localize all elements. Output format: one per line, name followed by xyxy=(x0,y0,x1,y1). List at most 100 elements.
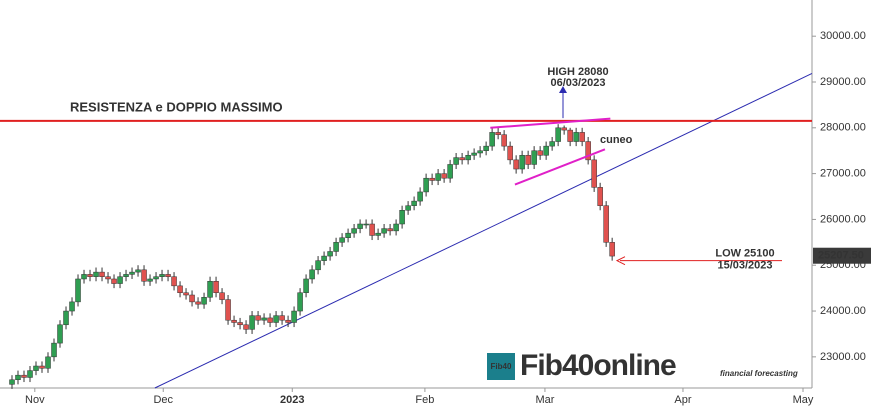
y-tick-label: 28000.00 xyxy=(820,122,866,134)
candle-body xyxy=(243,324,249,330)
candle-body xyxy=(39,365,45,369)
x-tick-label: Mar xyxy=(535,394,554,406)
low-label: LOW 25100 xyxy=(715,248,774,260)
candle-body xyxy=(561,127,567,131)
candle-body xyxy=(225,299,231,321)
candle-body xyxy=(579,132,585,142)
candle-body xyxy=(495,132,501,135)
candle-body xyxy=(183,292,189,296)
candle-body xyxy=(399,210,405,225)
candle-body xyxy=(261,317,267,321)
y-tick-label: 24000.00 xyxy=(820,305,866,317)
x-tick-label: Feb xyxy=(415,394,434,406)
candle-body xyxy=(117,276,123,284)
candle-body xyxy=(177,285,183,293)
high-arrow-head xyxy=(559,86,567,93)
low-date: 15/03/2023 xyxy=(717,260,772,272)
candle-body xyxy=(549,141,555,147)
candle-body xyxy=(189,294,195,303)
y-tick-label: 29000.00 xyxy=(820,76,866,88)
candle-body xyxy=(129,271,135,275)
candle-body xyxy=(513,159,519,170)
candle-body xyxy=(483,145,489,151)
candle-body xyxy=(75,278,81,303)
x-tick-label: Apr xyxy=(674,394,691,406)
wedge-line xyxy=(514,148,606,186)
x-tick-label: May xyxy=(793,394,814,406)
candle-body xyxy=(237,322,243,326)
candle-body xyxy=(369,223,375,236)
candle-body xyxy=(45,356,51,369)
candle-body xyxy=(591,159,597,188)
x-tick-label: 2023 xyxy=(280,394,304,406)
candle-body xyxy=(531,150,537,165)
candle-body xyxy=(387,228,393,232)
candle-body xyxy=(567,129,573,142)
wedge-label: cuneo xyxy=(600,134,633,146)
candle-body xyxy=(141,269,147,282)
candle-body xyxy=(105,276,111,280)
candle-body xyxy=(249,315,255,330)
candle-body xyxy=(309,269,315,280)
candle-body xyxy=(315,260,321,271)
candle-body xyxy=(441,173,447,179)
last-price-box xyxy=(813,247,871,264)
wedge-line xyxy=(490,117,611,129)
y-tick-label: 27000.00 xyxy=(820,168,866,180)
logo-badge-text: Fib40 xyxy=(491,362,512,371)
logo-tagline: financial forecasting xyxy=(720,369,798,378)
candle-body xyxy=(381,228,387,234)
candle-body xyxy=(27,370,33,378)
candle-body xyxy=(351,228,357,234)
candle-body xyxy=(465,155,471,161)
candle-body xyxy=(63,310,69,326)
candle-body xyxy=(81,274,87,280)
logo-badge xyxy=(487,353,515,380)
candle-body xyxy=(363,223,369,226)
x-tick-label: Dec xyxy=(153,394,173,406)
low-arrow-head xyxy=(615,256,626,266)
candle-body xyxy=(99,271,105,277)
candle-body xyxy=(69,301,75,312)
candle-body xyxy=(57,324,63,344)
candle-body xyxy=(111,278,117,284)
candle-body xyxy=(471,152,477,156)
candle-body xyxy=(459,157,465,161)
candle-body xyxy=(159,274,165,277)
candle-body xyxy=(195,301,201,305)
candle-body xyxy=(603,205,609,243)
candle-body xyxy=(357,223,363,229)
candle-body xyxy=(417,191,423,202)
candle-body xyxy=(507,145,513,161)
high-date: 06/03/2023 xyxy=(550,77,605,89)
candle-body xyxy=(339,237,345,243)
y-tick-label: 23000.00 xyxy=(820,351,866,363)
candle-body xyxy=(267,317,273,323)
candle-body xyxy=(291,310,297,323)
candle-body xyxy=(573,132,579,142)
candle-body xyxy=(375,232,381,236)
candle-body xyxy=(345,232,351,238)
candle-body xyxy=(453,157,459,165)
candle-body xyxy=(543,145,549,156)
candle-body xyxy=(405,205,411,211)
candle-body xyxy=(201,297,207,305)
y-tick-label: 30000.00 xyxy=(820,30,866,42)
candle-body xyxy=(297,292,303,312)
candle-body xyxy=(303,278,309,293)
candle-body xyxy=(447,164,453,179)
candle-body xyxy=(537,150,543,156)
candle-body xyxy=(333,242,339,252)
candle-body xyxy=(597,187,603,206)
candle-body xyxy=(555,127,561,142)
candle-body xyxy=(477,150,483,154)
candle-body xyxy=(153,276,159,280)
trend-line xyxy=(154,73,813,389)
candle-body xyxy=(231,319,237,323)
candle-body xyxy=(423,177,429,193)
candle-body xyxy=(525,155,531,165)
candle-body xyxy=(519,155,525,170)
